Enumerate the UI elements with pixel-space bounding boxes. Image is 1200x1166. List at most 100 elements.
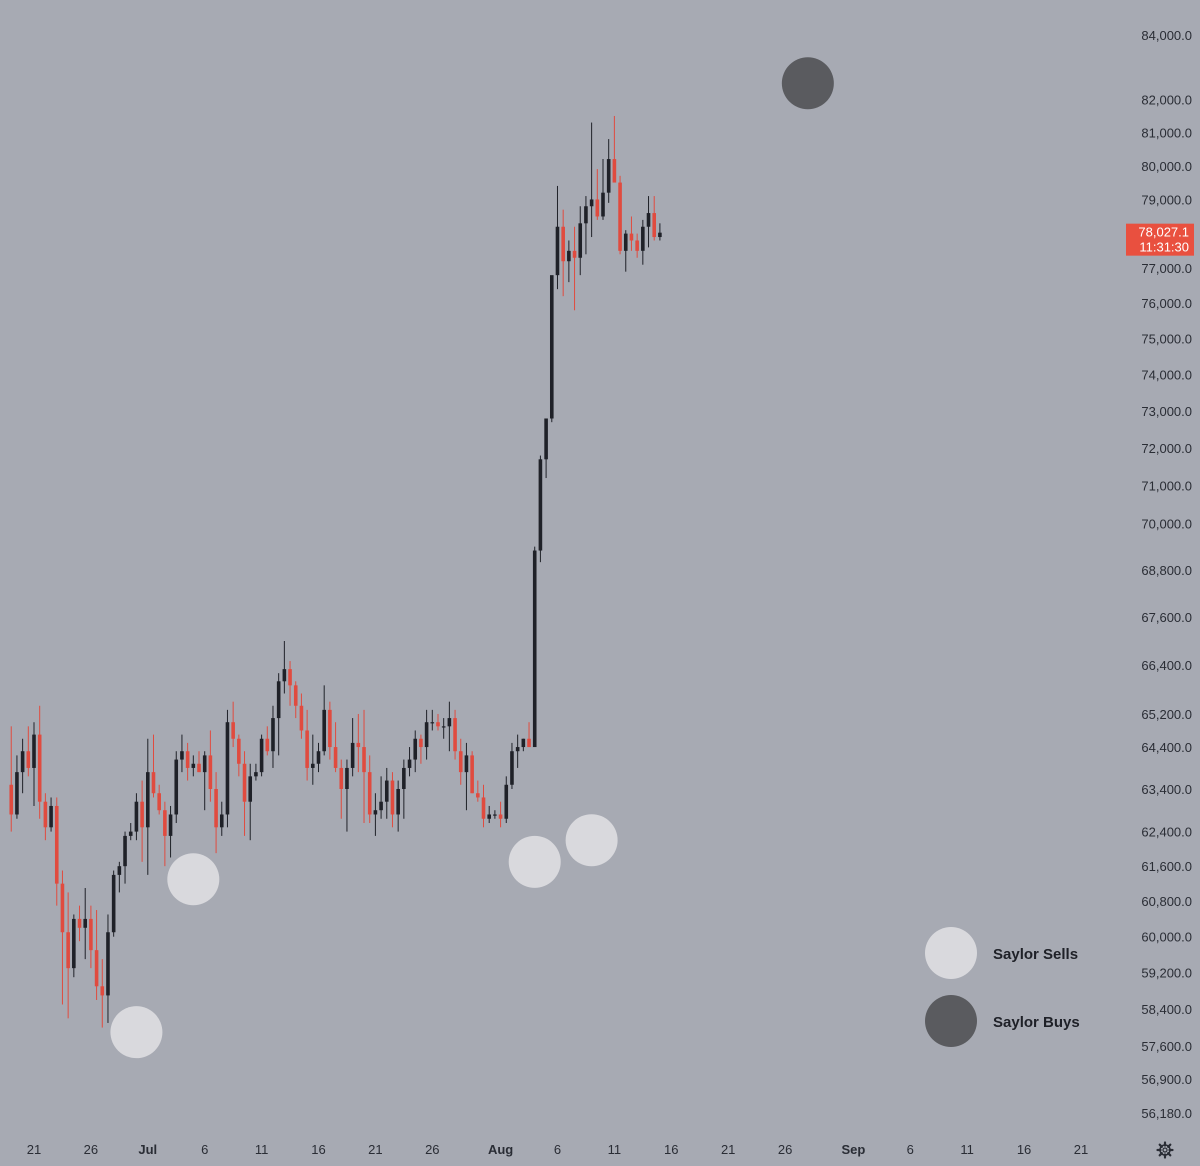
candle[interactable] — [658, 223, 662, 241]
candle[interactable] — [367, 755, 372, 824]
candle[interactable] — [436, 713, 440, 731]
candle[interactable] — [470, 751, 474, 794]
candle[interactable] — [66, 892, 70, 1019]
time-axis[interactable]: 21 26 Jul 6 11 16 21 26 Aug 6 11 16 21 26 Sep 6 11 16 21 — [27, 1142, 1088, 1157]
candle[interactable] — [544, 418, 548, 479]
candle[interactable] — [510, 742, 514, 789]
candle[interactable] — [595, 169, 600, 220]
candle[interactable] — [629, 216, 634, 251]
candle[interactable] — [242, 751, 247, 836]
candle[interactable] — [20, 738, 25, 794]
candle[interactable] — [225, 709, 230, 828]
candle[interactable] — [350, 718, 355, 777]
candle[interactable] — [191, 755, 196, 777]
candle[interactable] — [567, 240, 571, 283]
candle[interactable] — [623, 230, 628, 272]
candle[interactable] — [77, 905, 82, 942]
candle[interactable] — [481, 784, 486, 828]
candle[interactable] — [197, 751, 201, 773]
candle[interactable] — [362, 709, 366, 824]
candle[interactable] — [447, 701, 452, 752]
candle[interactable] — [89, 905, 93, 969]
candle[interactable] — [140, 780, 144, 862]
candle[interactable] — [390, 772, 395, 828]
candle[interactable] — [231, 701, 235, 748]
candle[interactable] — [163, 801, 167, 867]
candle[interactable] — [419, 734, 423, 764]
candle[interactable] — [111, 870, 116, 937]
candle[interactable] — [185, 742, 190, 781]
candle[interactable] — [584, 196, 588, 255]
candle[interactable] — [652, 196, 657, 241]
candle[interactable] — [430, 709, 435, 731]
candle[interactable] — [555, 185, 560, 290]
candle[interactable] — [561, 209, 565, 297]
candle[interactable] — [15, 755, 19, 819]
candle[interactable] — [328, 701, 332, 760]
candle[interactable] — [72, 914, 76, 978]
candle[interactable] — [635, 233, 639, 258]
candle[interactable] — [219, 801, 224, 836]
candle[interactable] — [271, 705, 275, 768]
candle[interactable] — [618, 175, 622, 255]
candle[interactable] — [538, 455, 543, 563]
candle[interactable] — [413, 730, 418, 773]
candle[interactable] — [527, 722, 531, 748]
candle[interactable] — [476, 780, 480, 802]
candle[interactable] — [373, 793, 378, 836]
candle[interactable] — [237, 734, 241, 777]
candle[interactable] — [379, 776, 383, 819]
candle[interactable] — [299, 693, 304, 739]
candle[interactable] — [646, 196, 651, 248]
candle[interactable] — [134, 793, 139, 841]
candle[interactable] — [441, 718, 446, 739]
candle[interactable] — [641, 219, 645, 265]
candle[interactable] — [549, 275, 554, 423]
candle[interactable] — [128, 823, 133, 841]
candle[interactable] — [151, 734, 156, 798]
candle[interactable] — [333, 722, 338, 773]
candle[interactable] — [174, 751, 179, 824]
candle[interactable] — [396, 780, 400, 832]
candle[interactable] — [424, 709, 429, 760]
candle[interactable] — [100, 959, 105, 1028]
price-axis[interactable]: 84,000.0 82,000.0 81,000.0 80,000.0 79,000.0… — [1141, 28, 1192, 1121]
candle[interactable] — [498, 801, 503, 828]
candle[interactable] — [612, 115, 617, 183]
candle[interactable] — [458, 738, 463, 785]
candle[interactable] — [146, 738, 150, 875]
candle[interactable] — [316, 742, 321, 773]
candle[interactable] — [493, 810, 497, 819]
candle[interactable] — [345, 759, 349, 832]
candle[interactable] — [94, 910, 99, 1000]
candle[interactable] — [60, 870, 65, 1005]
candle[interactable] — [288, 661, 292, 706]
candle[interactable] — [339, 759, 344, 819]
gear-icon[interactable] — [1156, 1141, 1174, 1159]
candle[interactable] — [487, 805, 491, 824]
candle[interactable] — [37, 705, 42, 819]
candle[interactable] — [589, 122, 594, 238]
candle[interactable] — [254, 763, 258, 781]
candle[interactable] — [356, 713, 361, 773]
candle[interactable] — [49, 797, 53, 832]
candle[interactable] — [202, 751, 207, 811]
candle[interactable] — [282, 640, 287, 694]
candle[interactable] — [9, 726, 14, 832]
candle[interactable] — [214, 772, 218, 854]
candle[interactable] — [384, 767, 389, 819]
candle[interactable] — [32, 722, 36, 806]
candle[interactable] — [606, 139, 611, 203]
candle[interactable] — [276, 673, 281, 756]
candle[interactable] — [407, 747, 412, 777]
candle[interactable] — [464, 742, 469, 811]
candle[interactable] — [106, 914, 110, 1023]
candle[interactable] — [180, 734, 184, 773]
candle[interactable] — [265, 726, 270, 756]
candle[interactable] — [532, 546, 537, 748]
candle[interactable] — [601, 159, 605, 220]
candle[interactable] — [43, 793, 48, 841]
candle[interactable] — [453, 709, 457, 760]
candle[interactable] — [311, 734, 315, 785]
candle[interactable] — [305, 709, 309, 781]
